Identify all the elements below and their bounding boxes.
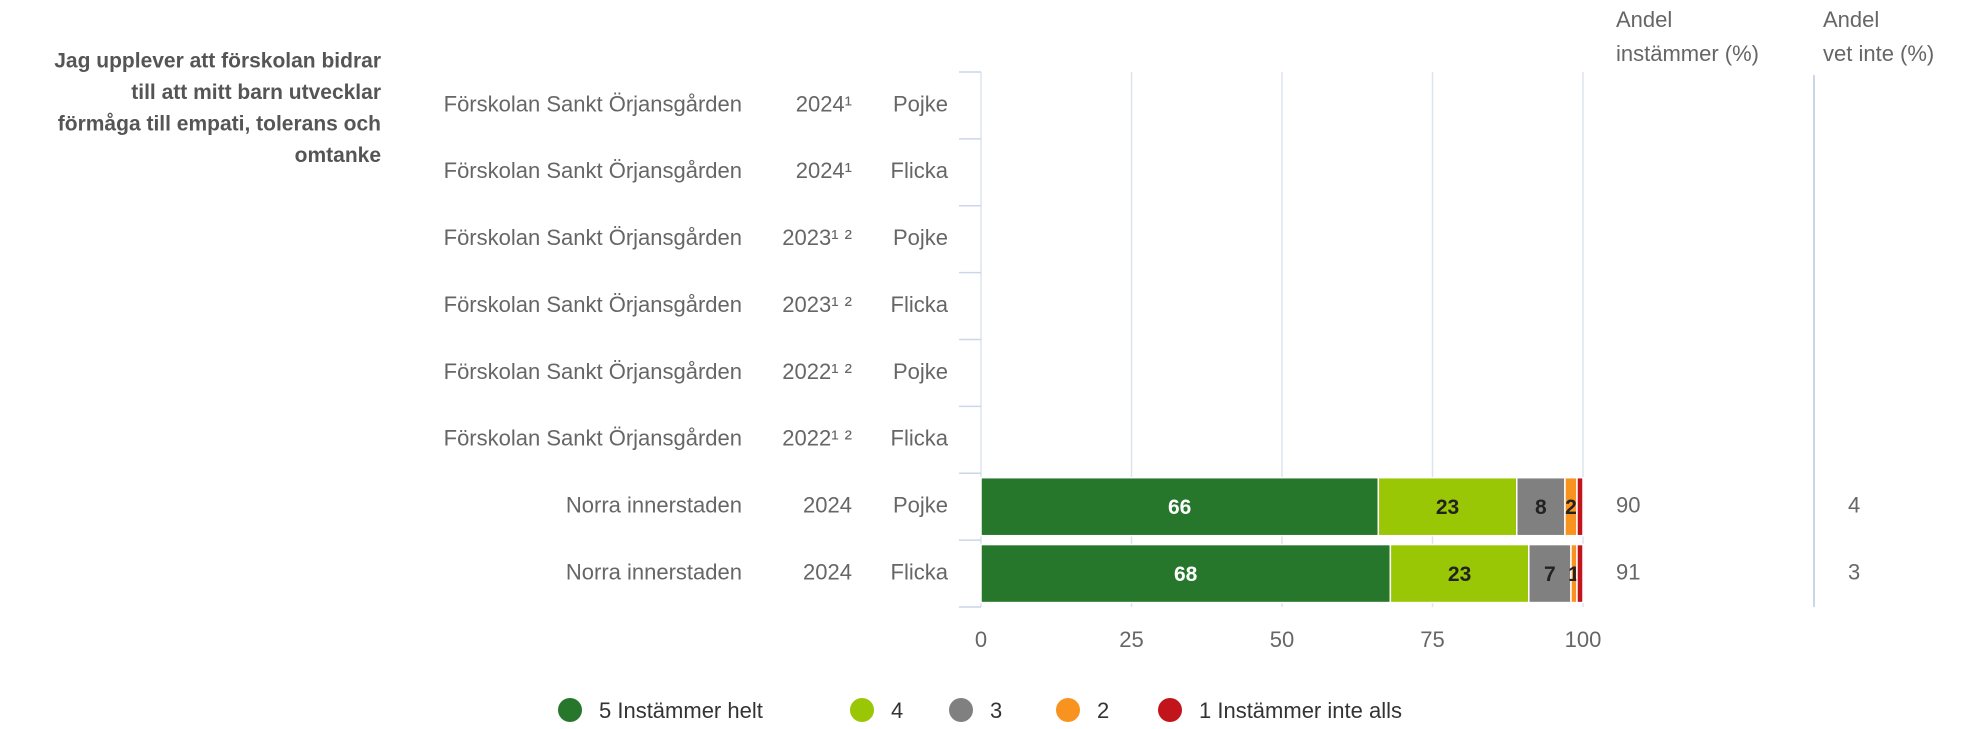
row-unit: Norra innerstaden bbox=[566, 559, 742, 584]
legend-label: 4 bbox=[891, 698, 903, 723]
row-year: 2024 bbox=[803, 493, 852, 518]
row-unit: Förskolan Sankt Örjansgården bbox=[444, 426, 742, 451]
row-year: 2023¹ ² bbox=[782, 225, 852, 250]
row-group: Flicka bbox=[891, 559, 949, 584]
bar-segment bbox=[1576, 543, 1584, 604]
question-text: Jag upplever att förskolan bidrar bbox=[54, 50, 381, 73]
row-unit: Förskolan Sankt Örjansgården bbox=[444, 359, 742, 384]
x-tick-label: 50 bbox=[1270, 627, 1294, 652]
data-label: 23 bbox=[1436, 496, 1459, 519]
legend-marker bbox=[558, 698, 582, 722]
data-label: 7 bbox=[1544, 563, 1556, 586]
column-header: Andel bbox=[1823, 7, 1879, 32]
x-tick-label: 0 bbox=[975, 627, 987, 652]
data-label: 8 bbox=[1535, 496, 1547, 519]
question-text: till att mitt barn utvecklar bbox=[131, 81, 381, 104]
row-unit: Förskolan Sankt Örjansgården bbox=[444, 292, 742, 317]
row-group: Flicka bbox=[891, 158, 949, 183]
column-value: 90 bbox=[1616, 493, 1640, 518]
row-year: 2022¹ ² bbox=[782, 426, 852, 451]
x-tick-label: 75 bbox=[1420, 627, 1444, 652]
row-group: Flicka bbox=[891, 426, 949, 451]
data-label: 68 bbox=[1174, 563, 1198, 586]
column-header: instämmer (%) bbox=[1616, 41, 1759, 66]
question-text: förmåga till empati, tolerans och bbox=[58, 113, 381, 136]
row-group: Pojke bbox=[893, 359, 948, 384]
column-header: vet inte (%) bbox=[1823, 41, 1934, 66]
row-group: Flicka bbox=[891, 292, 949, 317]
question-text: omtanke bbox=[295, 144, 381, 167]
data-label: 66 bbox=[1168, 496, 1191, 519]
data-label: 23 bbox=[1448, 563, 1471, 586]
column-value: 91 bbox=[1616, 559, 1640, 584]
legend-marker bbox=[949, 698, 973, 722]
column-header: Andel bbox=[1616, 7, 1672, 32]
row-group: Pojke bbox=[893, 225, 948, 250]
row-unit: Förskolan Sankt Örjansgården bbox=[444, 158, 742, 183]
x-tick-label: 100 bbox=[1565, 627, 1602, 652]
x-tick-label: 25 bbox=[1119, 627, 1143, 652]
row-year: 2024 bbox=[803, 559, 852, 584]
row-year: 2022¹ ² bbox=[782, 359, 852, 384]
legend-label: 1 Instämmer inte alls bbox=[1199, 698, 1402, 723]
row-year: 2024¹ bbox=[796, 158, 852, 183]
row-year: 2023¹ ² bbox=[782, 292, 852, 317]
legend-marker bbox=[1056, 698, 1080, 722]
legend-label: 5 Instämmer helt bbox=[599, 698, 763, 723]
row-unit: Norra innerstaden bbox=[566, 493, 742, 518]
row-unit: Förskolan Sankt Örjansgården bbox=[444, 225, 742, 250]
column-value: 3 bbox=[1848, 559, 1860, 584]
legend-label: 3 bbox=[990, 698, 1002, 723]
bar-segment bbox=[1576, 476, 1584, 537]
legend-label: 2 bbox=[1097, 698, 1109, 723]
data-label: 2 bbox=[1565, 496, 1577, 519]
row-group: Pojke bbox=[893, 493, 948, 518]
legend-marker bbox=[850, 698, 874, 722]
column-value: 4 bbox=[1848, 493, 1860, 518]
row-unit: Förskolan Sankt Örjansgården bbox=[444, 91, 742, 116]
row-group: Pojke bbox=[893, 91, 948, 116]
legend-marker bbox=[1158, 698, 1182, 722]
row-year: 2024¹ bbox=[796, 91, 852, 116]
